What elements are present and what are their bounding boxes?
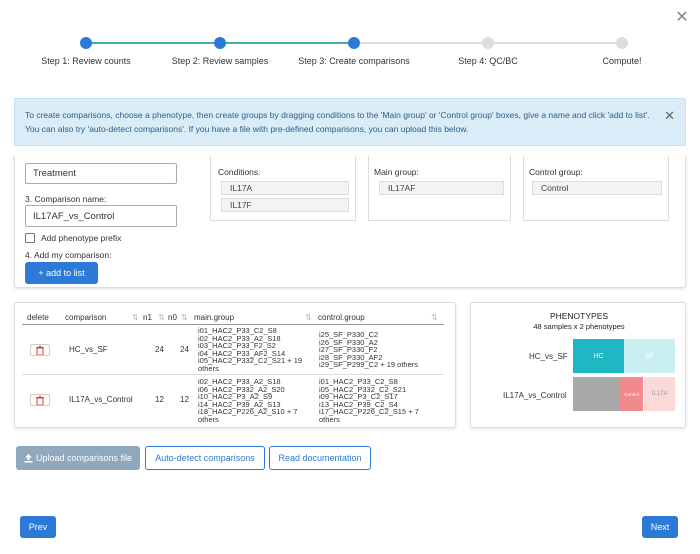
n1-value: 12 [155,395,164,404]
sort-icon[interactable]: ⇅ [181,313,188,322]
step-connector-4 [488,42,622,44]
sort-icon[interactable]: ⇅ [158,313,165,322]
step-3-dot[interactable] [348,37,360,49]
auto-detect-button[interactable]: Auto-detect comparisons [145,446,265,470]
trash-icon [36,395,44,405]
phenotype-select[interactable]: Treatment [25,163,177,184]
step-connector-3 [354,42,488,44]
phenotype-bar: Control IL17A [573,377,675,411]
step-5-dot[interactable] [616,37,628,49]
th-n0[interactable]: n0 [168,313,177,322]
alert-line-1: To create comparisons, choose a phenotyp… [25,110,650,120]
prefix-label: Add phenotype prefix [41,233,122,243]
alert-close-icon[interactable]: ✕ [664,108,675,123]
delete-row-button[interactable] [30,394,50,406]
comparison-name-input[interactable]: IL17AF_vs_Control [25,205,177,227]
control-group-label: Control group: [529,167,583,177]
upload-button-label: Upload comparisons file [35,453,133,463]
phenotype-segment-unassigned [573,377,620,411]
phenotype-segment-sf: SF [624,339,675,373]
phenotype-bar: HC SF [573,339,675,373]
conditions-box: Conditions: IL17A IL17F [210,156,356,221]
main-group-samples: i02_HAC2_P33_A2_S18 i06_HAC2_P332_A2_S20… [198,378,298,423]
th-comparison[interactable]: comparison [65,313,106,322]
step-connector-1 [86,42,220,44]
phenotypes-subtitle: 48 samples x 2 phenotypes [533,322,625,331]
table-header-divider [22,324,444,325]
th-n1-label: n1 [143,313,152,322]
th-delete: delete [27,313,49,322]
main-group-box[interactable]: Main group: IL17AF [368,156,511,221]
upload-comparisons-button[interactable]: Upload comparisons file [16,446,140,470]
sort-icon[interactable]: ⇅ [305,313,312,322]
step-connector-2 [220,42,354,44]
main-group-samples: i01_HAC2_P33_C2_S8 i02_HAC2_P33_A2_S18 i… [198,327,303,373]
th-n0-label: n0 [168,313,177,322]
step-1-dot[interactable] [80,37,92,49]
phenotype-row-label: IL17A_vs_Control [503,391,567,400]
phenotypes-title: PHENOTYPES [549,311,609,321]
upload-icon [24,453,33,462]
step-1-label: Step 1: Review counts [41,56,131,66]
table-row: HC_vs_SF 24 24 i01_HAC2_P33_C2_S8 i02_HA… [22,325,444,374]
comparisons-table-panel [14,302,456,428]
control-group-samples: i25_SF_P330_C2 i26_SF_P330_A2 i27_SF_P33… [319,331,419,369]
th-control-group[interactable]: control.group [318,313,365,322]
alert-line-2: You can also try 'auto-detect comparison… [25,124,469,134]
n1-value: 24 [155,345,164,354]
row-divider [22,374,444,375]
conditions-label: Conditions: [218,167,261,177]
n0-value: 12 [180,395,189,404]
main-group-label: Main group: [374,167,419,177]
alert-text: To create comparisons, choose a phenotyp… [25,108,655,136]
condition-item[interactable]: IL17F [221,198,349,212]
comparison-name: IL17A_vs_Control [69,395,133,404]
phenotype-row-label: HC_vs_SF [529,352,568,361]
comparison-name: HC_vs_SF [69,345,108,354]
delete-row-button[interactable] [30,344,50,356]
comparison-form-panel: Treatment 3. Comparison name: IL17AF_vs_… [14,156,686,288]
phenotypes-panel: PHENOTYPES 48 samples x 2 phenotypes HC_… [470,302,686,428]
prefix-checkbox[interactable] [25,233,35,243]
th-main-group-label: main.group [194,313,235,322]
add-comparison-label: 4. Add my comparison: [25,250,112,260]
next-button[interactable]: Next [642,516,678,538]
phenotype-segment-control: Control [619,377,644,411]
step-4-label: Step 4: QC/BC [458,56,518,66]
th-n1[interactable]: n1 [143,313,152,322]
phenotype-segment-hc: HC [573,339,624,373]
step-3-label: Step 3: Create comparisons [298,56,410,66]
info-alert: To create comparisons, choose a phenotyp… [14,98,686,146]
control-group-box[interactable]: Control group: Control [523,156,669,221]
control-group-samples: i01_HAC2_P33_C2_S8 i05_HAC2_P332_C2_S21 … [319,378,419,423]
th-control-group-label: control.group [318,313,365,322]
comparison-name-label: 3. Comparison name: [25,194,107,204]
add-to-list-button[interactable]: + add to list [25,262,98,284]
step-2-dot[interactable] [214,37,226,49]
step-2-label: Step 2: Review samples [171,56,269,66]
read-documentation-button[interactable]: Read documentation [269,446,371,470]
control-group-item[interactable]: Control [532,181,662,195]
phenotype-segment-il17a: IL17A [643,377,675,411]
trash-icon [36,345,44,355]
n0-value: 24 [180,345,189,354]
main-group-item[interactable]: IL17AF [379,181,504,195]
sort-icon[interactable]: ⇅ [132,313,139,322]
step-5-label: Compute! [602,56,642,66]
sort-icon[interactable]: ⇅ [431,313,438,322]
step-4-dot[interactable] [482,37,494,49]
condition-item[interactable]: IL17A [221,181,349,195]
table-row: IL17A_vs_Control 12 12 i02_HAC2_P33_A2_S… [22,375,444,424]
close-icon[interactable]: ✕ [675,9,689,26]
th-main-group[interactable]: main.group [194,313,234,322]
th-comparison-label: comparison [65,313,107,322]
prev-button[interactable]: Prev [20,516,56,538]
